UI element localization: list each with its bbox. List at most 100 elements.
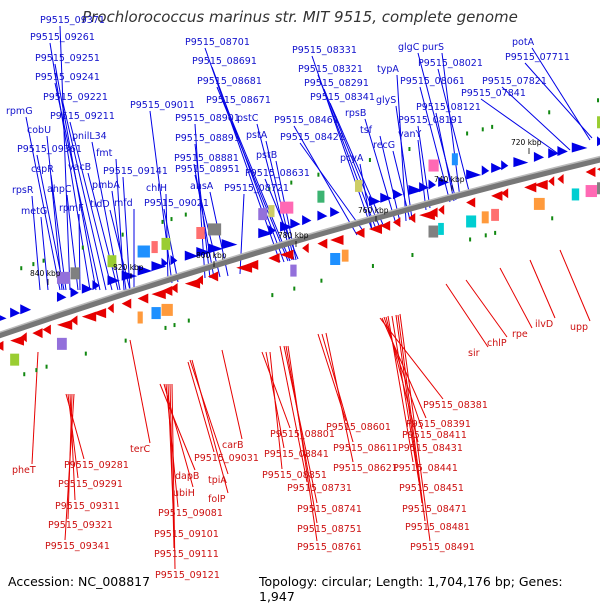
forward-connector — [417, 52, 457, 201]
forward-gene-label: P9515_09141 — [103, 166, 168, 177]
forward-gene-arrow — [280, 221, 293, 232]
forward-connector — [480, 98, 561, 156]
reverse-gene-arrow — [280, 249, 294, 260]
green-tick — [121, 232, 124, 237]
reverse-connector — [261, 351, 291, 429]
green-tick — [268, 187, 271, 192]
forward-connector — [31, 195, 41, 291]
forward-gene-arrow — [597, 136, 600, 147]
forward-gene-label: P9515_09361 — [17, 144, 82, 155]
green-tick — [548, 110, 551, 115]
forward-gene-label: P9515_08691 — [192, 56, 257, 67]
reverse-connector — [69, 393, 76, 501]
reverse-cog-block — [428, 225, 439, 238]
forward-gene-label: purS — [422, 42, 444, 53]
reverse-cog-block — [438, 222, 444, 235]
reverse-gene-label: terC — [130, 444, 150, 455]
forward-gene-label: potA — [512, 37, 535, 48]
reverse-connector — [191, 359, 229, 494]
green-tick — [408, 147, 411, 152]
reverse-gene-arrow — [170, 283, 178, 294]
reverse-connector — [325, 332, 354, 463]
reverse-cog-block — [571, 188, 580, 201]
forward-gene-label: P9515_08121 — [416, 102, 481, 113]
forward-gene-arrow — [258, 228, 274, 239]
forward-cog-block — [354, 179, 363, 192]
reverse-gene-arrow — [56, 319, 73, 330]
reverse-gene-label: chlP — [487, 338, 507, 349]
reverse-connector — [283, 345, 318, 504]
reverse-gene-arrow — [354, 227, 365, 238]
reverse-connector — [559, 249, 591, 322]
forward-gene-arrow — [557, 146, 568, 157]
reverse-gene-label: ilvD — [535, 319, 553, 330]
reverse-gene-arrow — [207, 271, 219, 282]
reverse-gene-arrow — [10, 335, 24, 346]
green-tick — [81, 245, 84, 250]
reverse-cog-block — [290, 264, 297, 277]
forward-gene-arrow — [481, 165, 490, 176]
forward-connector — [46, 135, 63, 291]
green-tick — [469, 237, 472, 242]
green-tick — [184, 212, 187, 217]
forward-gene-label: P9515_08671 — [206, 95, 271, 106]
forward-connector — [256, 123, 293, 261]
reverse-gene-arrow — [501, 188, 509, 199]
forward-connector — [437, 68, 471, 196]
forward-gene-label: recG — [373, 140, 395, 151]
reverse-gene-arrow — [42, 324, 51, 335]
forward-gene-label: P9515_09261 — [30, 32, 95, 43]
reverse-connector — [269, 351, 283, 470]
reverse-gene-label: P9515_08491 — [410, 542, 475, 553]
forward-gene-arrow — [533, 151, 545, 162]
forward-gene-arrow — [207, 243, 224, 254]
forward-connector — [524, 62, 593, 139]
forward-gene-arrow — [20, 304, 32, 315]
reverse-connector — [159, 383, 196, 471]
forward-gene-arrow — [161, 257, 169, 268]
green-tick — [484, 233, 487, 238]
reverse-gene-label: P9515_08741 — [297, 504, 362, 515]
reverse-cog-block — [597, 182, 600, 195]
green-tick — [597, 98, 600, 103]
green-tick — [491, 124, 494, 129]
scale-tick-label: 760 kbp — [358, 206, 389, 215]
reverse-gene-label: P9515_08761 — [297, 542, 362, 553]
forward-gene-arrow — [466, 169, 482, 180]
green-tick — [23, 372, 26, 377]
scale-tick-label: 740 kbp — [434, 175, 465, 184]
forward-cog-block — [317, 190, 325, 203]
forward-connector — [69, 121, 113, 291]
genome-backbone-highlight — [0, 155, 600, 333]
forward-connector — [501, 86, 571, 151]
reverse-gene-label: P9515_09341 — [45, 541, 110, 552]
green-tick — [124, 338, 127, 343]
forward-gene-arrow — [81, 283, 93, 294]
green-tick — [494, 230, 497, 235]
reverse-gene-label: rpe — [512, 329, 528, 340]
forward-gene-label: pmbA — [92, 180, 120, 191]
reverse-gene-label: P9515_09311 — [55, 501, 120, 512]
forward-gene-arrow — [392, 189, 403, 200]
reverse-connector — [64, 393, 75, 541]
scale-tick-label: 780 kbp — [278, 231, 309, 240]
forward-gene-label: tldD — [90, 199, 110, 210]
forward-gene-label: pcyA — [340, 153, 364, 164]
reverse-gene-label: P9515_08751 — [297, 524, 362, 535]
forward-gene-label: P9515_08721 — [224, 183, 289, 194]
reverse-gene-arrow — [92, 308, 107, 319]
green-tick — [20, 266, 23, 271]
reverse-connector — [129, 339, 151, 444]
reverse-cog-block — [330, 252, 341, 265]
forward-gene-arrow — [438, 176, 450, 187]
forward-connector — [264, 178, 299, 260]
green-tick — [290, 180, 293, 185]
forward-gene-arrow — [70, 287, 79, 298]
reverse-gene-arrow — [268, 253, 280, 264]
reverse-gene-arrow — [137, 293, 149, 304]
reverse-gene-label: sir — [468, 348, 480, 359]
reverse-connector — [221, 349, 243, 440]
forward-gene-arrow — [491, 162, 503, 173]
forward-gene-label: rpmF — [59, 203, 84, 214]
reverse-cog-block — [466, 215, 477, 228]
